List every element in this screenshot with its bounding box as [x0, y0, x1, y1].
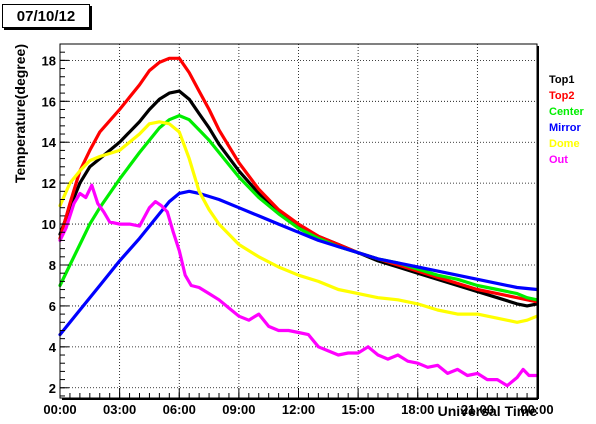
series-line-mirror: [58, 189, 539, 337]
legend-item-mirror: Mirror: [549, 122, 582, 134]
y-tick-label: 8: [49, 258, 56, 273]
tick-labels: 2 4 6 8 10 12 14 16 18 00:00 03:00 06:00 09:00 12:00 1…: [42, 53, 554, 417]
y-tick-label: 10: [42, 217, 56, 232]
x-tick-label: 03:00: [103, 402, 136, 417]
x-tick-label: 00:00: [43, 402, 76, 417]
legend-item-center: Center: [549, 106, 585, 118]
y-tick-label: 6: [49, 299, 56, 314]
legend-item-top2: Top2: [549, 90, 574, 102]
legend: Top1 Top2 Center Mirror Dome Out: [549, 74, 585, 166]
series-lines: [58, 56, 539, 388]
x-tick-label: 18:00: [401, 402, 434, 417]
x-tick-label: 00:00: [520, 402, 553, 417]
x-axis-title: Universal Time: [438, 403, 538, 419]
series-line-dome: [58, 120, 539, 324]
legend-item-top1: Top1: [549, 74, 574, 86]
y-tick-label: 4: [49, 340, 57, 355]
series-line-center: [58, 113, 539, 302]
x-tick-label: 21:00: [461, 402, 494, 417]
series-line-out: [58, 183, 539, 388]
y-tick-label: 18: [42, 53, 56, 68]
legend-item-out: Out: [549, 154, 568, 166]
legend-item-dome: Dome: [549, 138, 580, 150]
y-tick-label: 12: [42, 176, 56, 191]
date-label: 07/10/12: [2, 4, 90, 28]
y-tick-label: 2: [49, 381, 56, 396]
y-tick-label: 16: [42, 94, 56, 109]
x-tick-label: 12:00: [282, 402, 315, 417]
x-tick-label: 15:00: [342, 402, 375, 417]
axis-ticks: [59, 43, 538, 398]
x-tick-label: 09:00: [222, 402, 255, 417]
series-line-top2: [58, 56, 539, 304]
y-axis-title: Temperature(degree): [12, 44, 28, 183]
x-tick-label: 06:00: [163, 402, 196, 417]
y-tick-label: 14: [42, 135, 57, 150]
series-line-top1: [58, 89, 539, 308]
